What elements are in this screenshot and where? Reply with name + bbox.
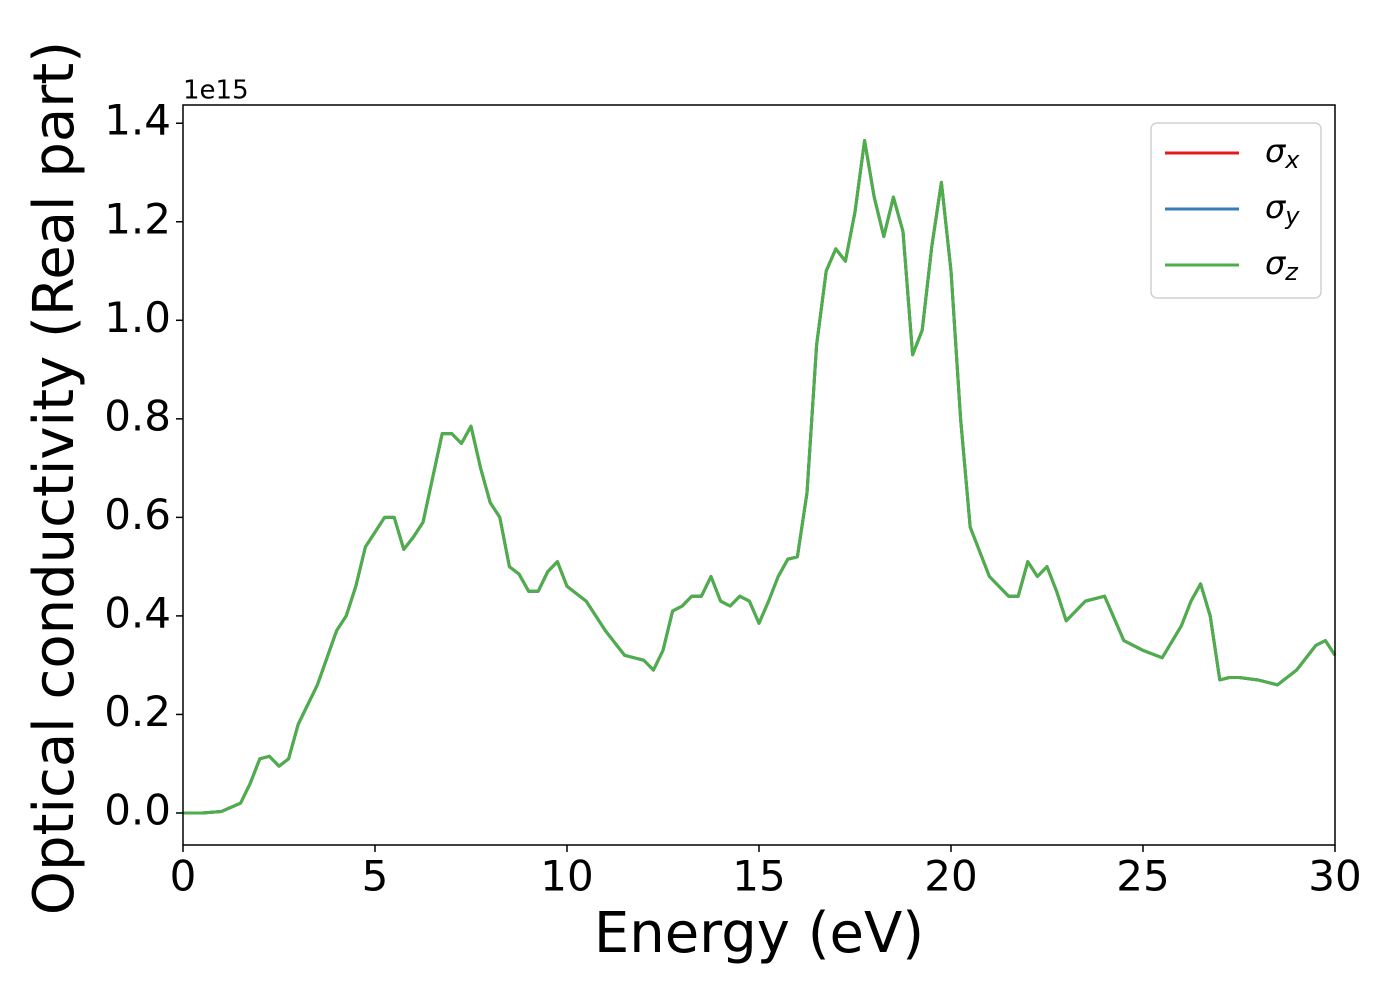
- y-tick-label: 0.2: [104, 687, 171, 736]
- offset-label: 1e15: [183, 76, 249, 106]
- y-tick-label: 0.0: [104, 785, 171, 834]
- y-tick-label: 1.4: [104, 96, 171, 145]
- legend-label: σy: [1265, 188, 1300, 230]
- x-tick-label: 25: [1116, 852, 1169, 901]
- plot-frame: [182, 104, 1336, 846]
- x-tick-label: 30: [1308, 852, 1361, 901]
- y-tick-label: 0.6: [104, 490, 171, 539]
- y-tick-label: 0.8: [104, 391, 171, 440]
- x-tick-label: 15: [732, 852, 785, 901]
- line: [183, 138, 1337, 815]
- y-tick-label: 1.0: [104, 293, 171, 342]
- x-tick-label: 10: [540, 852, 593, 901]
- legend-label: σz: [1265, 244, 1299, 286]
- x-tick-label: 0: [170, 852, 197, 901]
- y-axis-label: Optical conductivity (Real part): [22, 41, 87, 915]
- legend-label: σx: [1265, 132, 1300, 174]
- x-tick-label: 5: [362, 852, 389, 901]
- x-axis-label: Energy (eV): [594, 901, 924, 966]
- x-tick-label: 20: [924, 852, 977, 901]
- y-tick-label: 1.2: [104, 194, 171, 243]
- y-tick-label: 0.4: [104, 588, 171, 637]
